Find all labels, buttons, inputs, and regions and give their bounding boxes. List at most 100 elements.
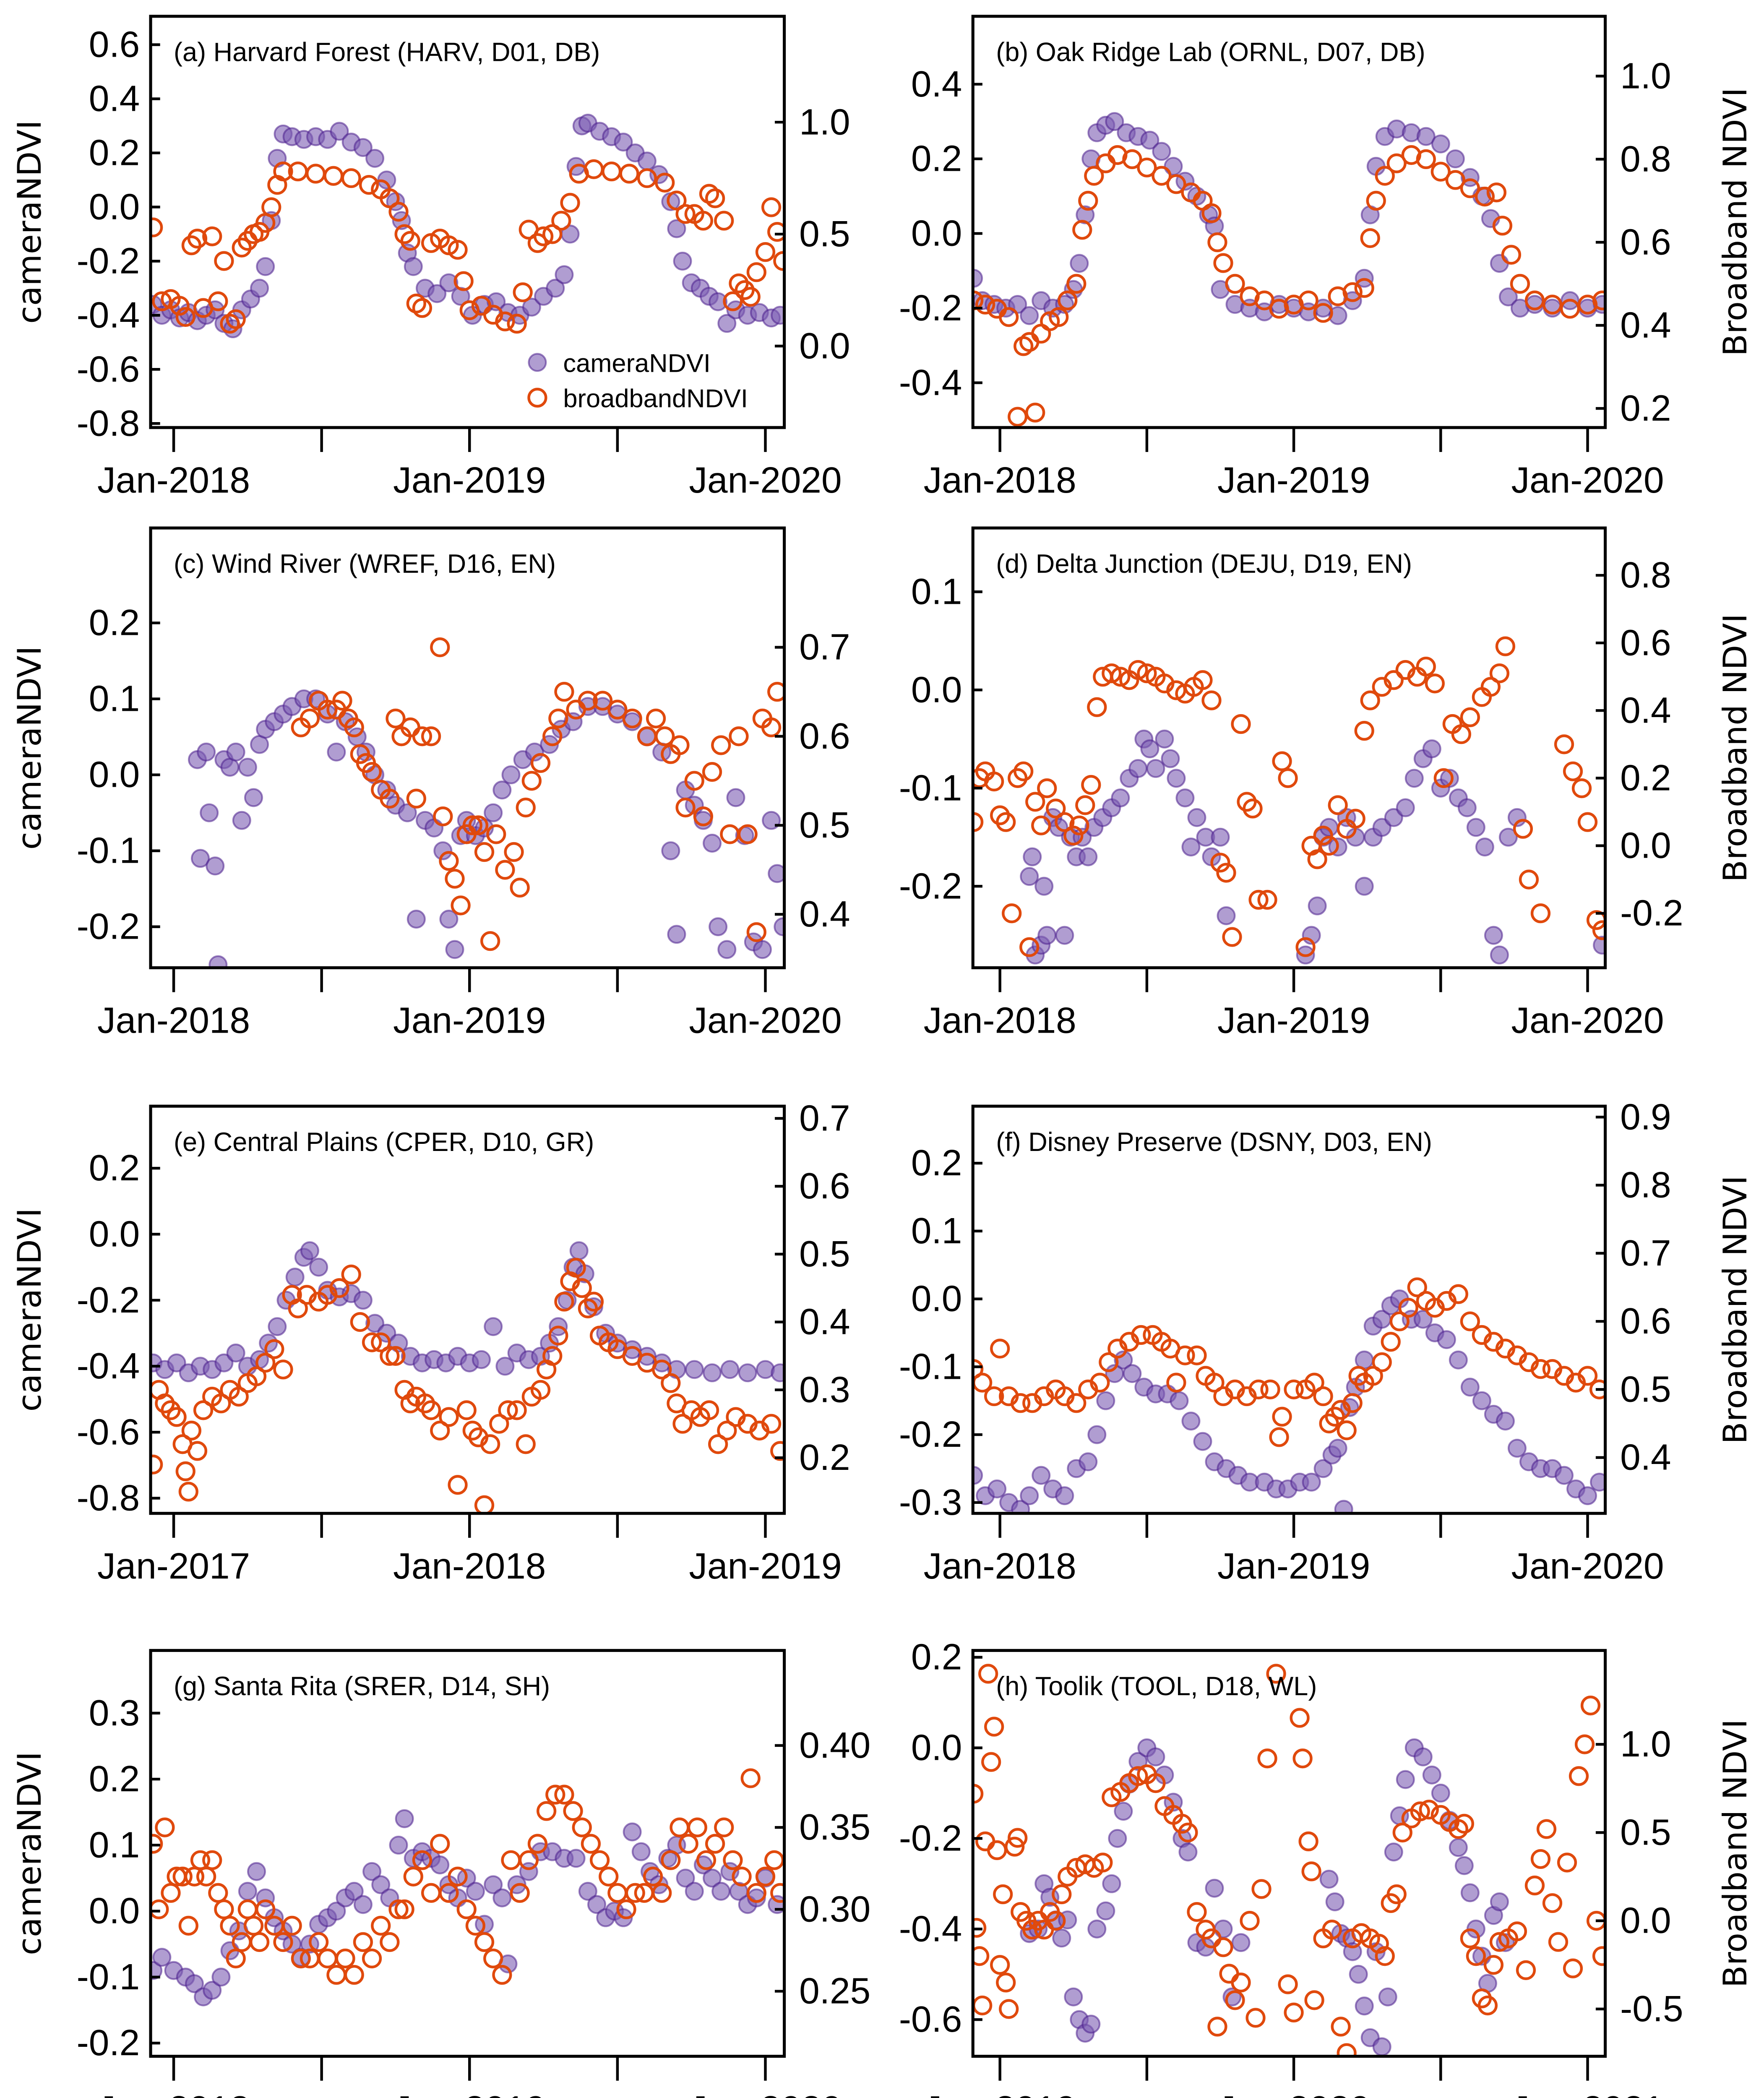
camera-ndvi-point	[1096, 1391, 1115, 1410]
camera-ndvi-point	[1193, 1432, 1212, 1451]
y-tick-label: -0.2	[77, 240, 140, 281]
broadband-ndvi-point	[1213, 253, 1233, 273]
broadband-ndvi-point	[723, 1850, 743, 1870]
broadband-ndvi-point	[229, 1386, 249, 1407]
broadband-ndvi-point	[1448, 1819, 1468, 1839]
camera-ndvi-point	[1507, 808, 1527, 827]
broadband-ndvi-point	[1166, 174, 1186, 194]
camera-ndvi-point	[247, 1862, 266, 1881]
broadband-ndvi-point	[353, 1932, 373, 1952]
broadband-ndvi-point	[1046, 798, 1066, 819]
broadband-ndvi-point	[1193, 670, 1213, 690]
camera-ndvi-point	[1404, 769, 1424, 788]
broadband-ndvi-point	[362, 1948, 382, 1969]
broadband-ndvi-point	[1257, 1748, 1277, 1769]
camera-ndvi-point	[371, 1875, 391, 1894]
y2-tick-label: 0.2	[799, 1437, 850, 1478]
broadband-ndvi-series	[973, 636, 1605, 957]
broadband-ndvi-point	[456, 1899, 477, 1919]
broadband-ndvi-point	[1066, 1393, 1087, 1413]
camera-ndvi-point	[631, 1842, 651, 1861]
broadband-ndvi-point	[578, 691, 598, 711]
broadband-ndvi-point	[371, 1915, 391, 1936]
camera-ndvi-point	[1087, 1919, 1107, 1939]
broadband-ndvi-point	[1005, 1837, 1025, 1857]
panel-title: (a) Harvard Forest (HARV, D01, DB)	[174, 38, 600, 67]
broadband-ndvi-point	[1052, 1884, 1072, 1905]
y-tick-label: 0.0	[911, 1278, 962, 1319]
camera-ndvi-point	[1302, 1472, 1321, 1492]
broadband-ndvi-point	[572, 1817, 592, 1837]
broadband-ndvi-series	[973, 145, 1605, 427]
broadband-ndvi-point	[1096, 153, 1116, 173]
broadband-ndvi-point	[1298, 1831, 1318, 1851]
panel-title: (g) Santa Rita (SRER, D14, SH)	[174, 1672, 550, 1701]
camera-ndvi-point	[1087, 1425, 1107, 1444]
camera-ndvi-point	[1070, 254, 1089, 273]
broadband-ndvi-point	[1128, 1766, 1148, 1786]
broadband-ndvi-point	[220, 1915, 240, 1936]
broadband-ndvi-point	[1269, 1427, 1289, 1447]
panel-title: (d) Delta Junction (DEJU, D19, EN)	[996, 549, 1412, 579]
broadband-ndvi-point	[495, 860, 515, 880]
broadband-ndvi-point	[448, 1475, 468, 1495]
x-tick-label: Jan-2017	[97, 1545, 250, 1587]
y2-tick-label: 0.8	[1620, 554, 1671, 595]
broadband-ndvi-point	[1243, 798, 1263, 819]
broadband-ndvi-point	[1248, 890, 1269, 910]
panel-h: Jan-2019 Jan-2020 Jan-2021 0.2 0.0 -0.2 -0.4 -0…	[899, 1636, 1754, 2098]
y-tick-label: 0.0	[911, 669, 962, 710]
broadband-ndvi-point	[335, 1948, 355, 1969]
y-tick-label: 0.4	[89, 78, 140, 119]
y2-tick-label: 0.7	[799, 1097, 850, 1138]
camera-ndvi-point	[726, 788, 745, 807]
y2-tick-label: 0.30	[799, 1888, 870, 1929]
broadband-ndvi-point	[990, 1339, 1010, 1359]
broadband-ndvi-point	[1110, 667, 1131, 687]
broadband-ndvi-point	[380, 188, 400, 209]
broadband-ndvi-point	[175, 307, 195, 327]
broadband-ndvi-point	[1363, 1366, 1383, 1386]
camera-ndvi-point	[492, 1888, 512, 1908]
broadband-ndvi-point	[412, 298, 433, 318]
broadband-ndvi-point	[1548, 1932, 1569, 1952]
broadband-ndvi-point	[767, 222, 784, 242]
legend-broadband-marker	[527, 388, 547, 408]
camera-ndvi-point	[1155, 729, 1174, 749]
camera-ndvi-point	[1052, 1928, 1071, 1948]
camera-ndvi-point	[1123, 1364, 1142, 1383]
camera-ndvi-series	[151, 114, 784, 339]
broadband-ndvi-point	[714, 211, 734, 231]
camera-ndvi-point	[1343, 1942, 1362, 1961]
x-tick-label: Jan-2019	[924, 2088, 1076, 2098]
broadband-ndvi-point	[1201, 203, 1222, 223]
broadband-ndvi-point	[1152, 166, 1172, 186]
panel-title: (f) Disney Preserve (DSNY, D03, EN)	[996, 1127, 1432, 1157]
camera-ndvi-point	[546, 279, 565, 298]
broadband-ndvi-point	[643, 1866, 663, 1887]
broadband-ndvi-point	[246, 1366, 267, 1386]
broadband-ndvi-point	[380, 788, 400, 809]
camera-ndvi-point	[1440, 769, 1459, 788]
broadband-ndvi-point	[394, 1899, 414, 1919]
plot-frame	[149, 526, 786, 969]
broadband-ndvi-point	[542, 224, 563, 244]
broadband-ndvi-point	[1266, 1664, 1286, 1684]
broadband-ndvi-point	[1081, 775, 1101, 795]
broadband-ndvi-point	[1078, 190, 1098, 211]
broadband-ndvi-point	[483, 1948, 503, 1969]
camera-ndvi-point	[1231, 1933, 1251, 1952]
broadband-ndvi-point	[155, 1817, 175, 1837]
y-tick-label: 0.2	[911, 1142, 962, 1183]
camera-ndvi-point	[1140, 739, 1159, 759]
camera-ndvi-point	[614, 133, 633, 152]
broadband-ndvi-point	[456, 1400, 477, 1420]
y2-tick-label: 0.7	[799, 626, 850, 668]
camera-ndvi-point	[1178, 1842, 1198, 1862]
broadband-ndvi-point	[655, 172, 675, 193]
camera-ndvi-series	[1020, 1738, 1515, 2056]
camera-ndvi-series	[151, 1809, 784, 2007]
camera-ndvi-point	[738, 1363, 757, 1383]
broadband-ndvi-point	[462, 815, 482, 835]
